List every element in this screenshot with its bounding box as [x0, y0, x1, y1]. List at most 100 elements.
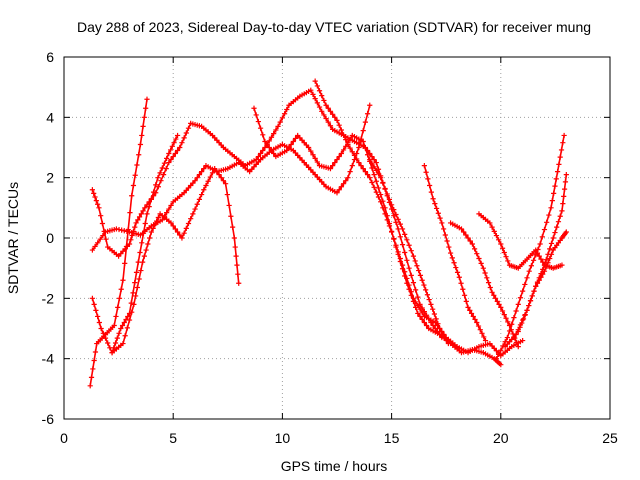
- data-point-marker: [159, 165, 165, 171]
- data-point-marker: [325, 105, 331, 111]
- data-point-marker: [253, 112, 259, 118]
- data-point-marker: [477, 327, 483, 333]
- data-point-marker: [538, 256, 544, 262]
- data-point-marker: [482, 270, 488, 276]
- data-point-marker: [425, 176, 431, 182]
- data-point-marker: [437, 215, 443, 221]
- data-point-marker: [127, 210, 133, 216]
- data-point-marker: [312, 155, 318, 161]
- data-point-marker: [399, 262, 406, 268]
- series-sat-h: [367, 156, 451, 347]
- data-point-marker: [528, 263, 534, 269]
- y-tick-label: 0: [46, 230, 54, 246]
- y-tick-label: -2: [42, 290, 55, 306]
- data-point-marker: [190, 211, 196, 217]
- data-point-marker: [157, 170, 163, 176]
- data-point-marker: [533, 252, 539, 258]
- data-point-marker: [153, 182, 159, 188]
- data-point-marker: [177, 232, 183, 238]
- data-point-marker: [234, 262, 240, 268]
- data-point-marker: [503, 315, 509, 321]
- data-point-marker: [89, 247, 95, 253]
- data-point-marker: [98, 325, 104, 332]
- data-point-marker: [257, 125, 264, 131]
- data-point-marker: [548, 205, 554, 211]
- data-point-marker: [321, 97, 327, 104]
- data-point-marker: [428, 301, 434, 307]
- data-point-marker: [142, 205, 148, 211]
- data-point-marker: [171, 140, 177, 146]
- data-point-marker: [460, 286, 466, 292]
- data-point-marker: [440, 331, 446, 338]
- data-point-marker: [88, 374, 95, 380]
- data-point-marker: [347, 136, 353, 142]
- data-point-marker: [138, 267, 144, 274]
- data-point-marker: [109, 350, 115, 356]
- data-point-marker: [463, 232, 469, 238]
- data-point-marker: [159, 217, 165, 223]
- data-point-marker: [509, 321, 515, 327]
- data-point-marker: [163, 166, 169, 172]
- data-point-marker: [349, 163, 355, 169]
- data-point-marker: [336, 153, 342, 160]
- data-point-marker: [380, 180, 386, 186]
- data-point-marker: [226, 202, 232, 209]
- data-point-marker: [120, 277, 126, 283]
- data-point-marker: [371, 164, 377, 170]
- data-point-marker: [557, 154, 563, 160]
- data-point-marker: [491, 228, 497, 234]
- data-point-marker: [391, 236, 397, 242]
- data-point-marker: [128, 300, 134, 306]
- data-point-marker: [412, 258, 418, 264]
- data-point-marker: [92, 194, 98, 200]
- data-point-marker: [461, 292, 468, 298]
- data-point-marker: [481, 334, 487, 340]
- data-point-marker: [423, 322, 430, 329]
- data-point-marker: [312, 96, 318, 102]
- data-point-marker: [419, 277, 425, 283]
- series-sat-n: [515, 229, 569, 335]
- data-point-marker: [133, 269, 140, 275]
- data-point-marker: [308, 148, 314, 154]
- data-point-marker: [467, 307, 473, 313]
- data-point-marker: [531, 288, 537, 294]
- data-point-marker: [544, 219, 550, 225]
- data-point-marker: [148, 196, 154, 202]
- data-point-marker: [273, 127, 279, 133]
- data-point-marker: [306, 144, 312, 151]
- data-point-marker: [364, 172, 371, 178]
- x-tick-label: 0: [60, 430, 68, 446]
- data-point-marker: [95, 313, 101, 320]
- data-point-marker: [541, 226, 548, 233]
- data-point-marker: [218, 175, 224, 181]
- data-point-marker: [474, 319, 480, 326]
- data-point-marker: [123, 243, 130, 250]
- y-tick-label: 4: [46, 109, 54, 125]
- data-point-marker: [426, 296, 432, 303]
- data-point-marker: [277, 119, 283, 125]
- data-point-marker: [440, 226, 447, 232]
- data-point-marker: [410, 295, 417, 301]
- data-point-marker: [435, 210, 441, 216]
- data-point-marker: [113, 226, 120, 232]
- data-point-marker: [284, 147, 290, 154]
- data-point-marker: [334, 156, 340, 163]
- data-point-marker: [126, 310, 133, 317]
- data-point-marker: [395, 216, 401, 222]
- data-point-marker: [223, 181, 229, 187]
- data-point-marker: [414, 263, 420, 269]
- data-point-marker: [501, 312, 507, 318]
- data-point-marker: [194, 201, 200, 207]
- data-point-marker: [98, 213, 104, 219]
- data-point-marker: [327, 108, 334, 114]
- data-point-marker: [360, 166, 366, 172]
- data-point-marker: [393, 211, 399, 218]
- data-point-marker: [137, 141, 144, 148]
- data-point-marker: [498, 347, 504, 353]
- data-point-marker: [312, 78, 318, 84]
- data-point-marker: [563, 172, 569, 178]
- data-point-marker: [520, 316, 527, 322]
- data-point-marker: [340, 147, 347, 153]
- data-point-marker: [384, 191, 390, 197]
